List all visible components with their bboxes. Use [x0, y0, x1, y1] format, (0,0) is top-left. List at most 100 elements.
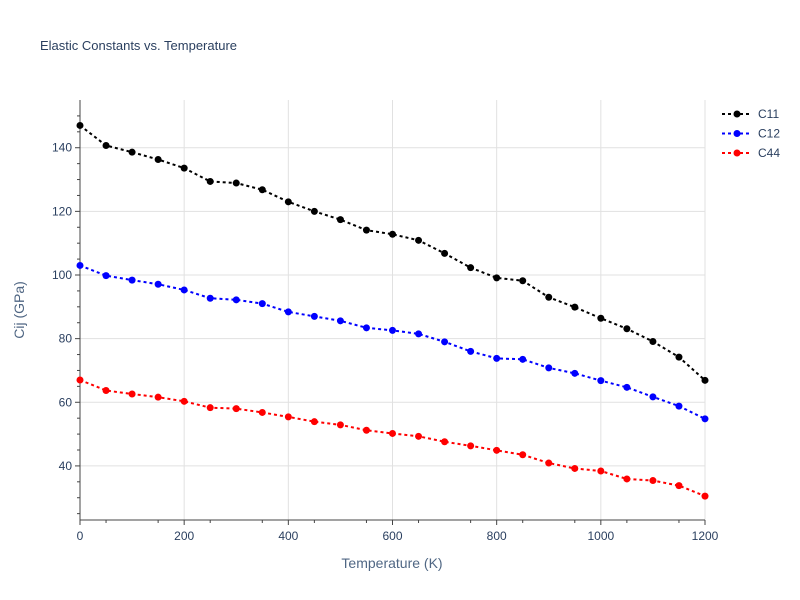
data-point: [284, 198, 292, 206]
data-point: [623, 475, 631, 483]
data-point: [336, 317, 344, 325]
data-point: [649, 477, 657, 485]
data-point: [415, 236, 423, 244]
axes: 0 200 400 600 800 1000 1200 40 60 80 100 120 140: [52, 100, 719, 543]
legend-item-c44[interactable]: C44: [722, 146, 780, 160]
data-point: [441, 338, 449, 346]
data-point: [128, 390, 136, 398]
y-tick-label: 60: [59, 395, 73, 409]
data-point: [571, 303, 579, 311]
data-point: [102, 387, 110, 394]
data-point: [76, 121, 84, 129]
data-point: [362, 324, 370, 332]
data-point: [441, 438, 449, 446]
data-point: [310, 207, 318, 215]
chart-title: Elastic Constants vs. Temperature: [40, 38, 237, 53]
data-point: [467, 264, 475, 272]
data-point: [571, 369, 579, 377]
data-point: [128, 148, 136, 156]
legend-swatch-marker: [733, 149, 741, 157]
data-point: [310, 312, 318, 320]
data-point: [154, 393, 162, 401]
data-point: [284, 413, 292, 421]
data-point: [675, 402, 683, 410]
legend-swatch-marker: [733, 110, 741, 118]
data-point: [76, 376, 84, 384]
data-point: [675, 353, 683, 361]
x-tick-label: 200: [174, 529, 194, 543]
x-tick-label: 600: [382, 529, 402, 543]
data-point: [467, 347, 475, 355]
y-tick-label: 80: [59, 332, 73, 346]
data-point: [701, 492, 709, 500]
data-point: [597, 314, 605, 322]
data-point: [649, 338, 657, 345]
data-point: [389, 326, 396, 334]
data-point: [519, 451, 527, 459]
data-point: [102, 272, 110, 280]
x-tick-label: 400: [278, 529, 298, 543]
legend-label: C44: [758, 146, 780, 160]
data-point: [649, 393, 657, 401]
x-tick-label: 800: [487, 529, 507, 543]
data-point: [362, 226, 370, 234]
data-point: [519, 355, 527, 363]
data-point: [180, 164, 188, 172]
data-point: [232, 405, 240, 413]
data-point: [415, 330, 423, 338]
data-point: [362, 426, 370, 434]
series-layer: [76, 121, 709, 500]
data-point: [284, 308, 292, 316]
x-tick-label: 1000: [587, 529, 614, 543]
data-point: [180, 286, 188, 294]
data-point: [206, 177, 214, 185]
data-point: [493, 274, 501, 282]
data-point: [154, 280, 162, 288]
y-tick-label: 140: [52, 141, 72, 155]
legend-label: C11: [758, 107, 779, 121]
x-axis-title: Temperature (K): [341, 555, 442, 571]
data-point: [389, 429, 396, 437]
data-point: [675, 482, 683, 490]
grid: [80, 100, 706, 520]
y-tick-label: 40: [59, 459, 73, 473]
legend-swatch-marker: [733, 130, 741, 137]
data-point: [180, 397, 188, 405]
data-point: [310, 418, 318, 426]
x-tick-label: 0: [77, 529, 84, 543]
data-point: [206, 294, 214, 302]
legend[interactable]: C11 C12 C44: [722, 107, 780, 160]
data-point: [571, 464, 579, 472]
data-point: [597, 467, 605, 475]
data-point: [441, 249, 449, 257]
data-point: [493, 446, 501, 454]
data-point: [336, 421, 344, 429]
data-point: [623, 383, 631, 391]
data-point: [258, 300, 266, 308]
data-point: [389, 230, 396, 238]
data-point: [128, 276, 136, 284]
legend-item-c11[interactable]: C11: [722, 107, 779, 121]
data-point: [415, 432, 423, 440]
legend-item-c12[interactable]: C12: [722, 127, 780, 141]
data-point: [597, 377, 605, 385]
y-tick-label: 100: [52, 268, 72, 282]
data-point: [545, 364, 553, 372]
data-point: [701, 376, 709, 384]
data-point: [701, 415, 709, 423]
data-point: [76, 261, 84, 269]
data-point: [545, 459, 553, 467]
y-axis-title: Cij (GPa): [11, 281, 27, 339]
data-point: [258, 408, 266, 416]
data-point: [232, 179, 240, 187]
legend-label: C12: [758, 127, 780, 141]
data-point: [519, 277, 527, 285]
data-point: [206, 404, 214, 412]
data-point: [545, 293, 553, 301]
data-point: [493, 354, 501, 362]
data-point: [258, 186, 266, 194]
series-c12: [76, 261, 709, 423]
data-point: [154, 156, 162, 163]
y-tick-label: 120: [52, 204, 72, 218]
